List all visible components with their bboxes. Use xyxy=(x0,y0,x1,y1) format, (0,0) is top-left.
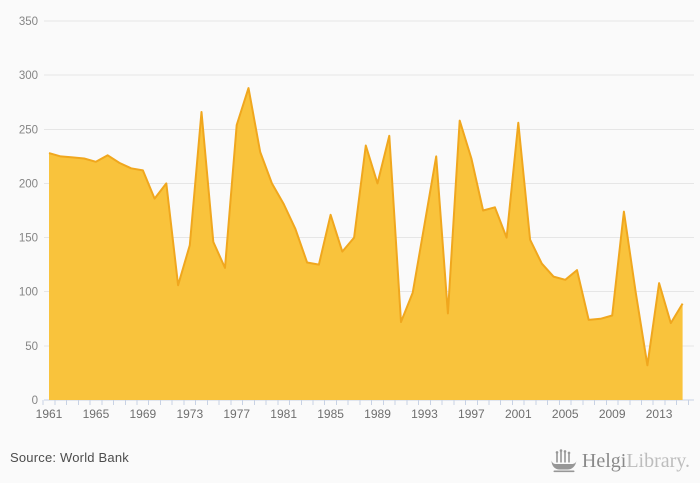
area-series xyxy=(49,88,683,400)
y-axis-label: 350 xyxy=(19,16,38,28)
logo-text-helgi: Helgi xyxy=(581,450,627,472)
logo-text-library: Library. xyxy=(626,450,690,472)
y-axis-label: 150 xyxy=(19,233,38,245)
x-axis-label: 1973 xyxy=(176,407,203,421)
source-label: Source: World Bank xyxy=(10,450,129,465)
x-axis-label: 2009 xyxy=(599,407,626,421)
area-series-line xyxy=(48,87,684,367)
y-axis-label: 200 xyxy=(19,178,38,190)
x-axis-label: 1993 xyxy=(411,407,438,421)
x-axis-label: 1985 xyxy=(317,407,344,421)
y-axis-label: 100 xyxy=(19,287,38,299)
ship-icon xyxy=(551,449,577,473)
x-axis-label: 1969 xyxy=(130,407,157,421)
x-axis-label: 1997 xyxy=(458,407,485,421)
x-axis-label: 1981 xyxy=(270,407,297,421)
x-axis-label: 2001 xyxy=(505,407,532,421)
x-axis-label: 2005 xyxy=(552,407,579,421)
y-axis-label: 0 xyxy=(32,395,38,407)
logo-wordmark: HelgiLibrary. xyxy=(582,446,690,476)
x-axis-label: 1965 xyxy=(83,407,110,421)
y-axis-label: 250 xyxy=(19,124,38,136)
x-axis-label: 1989 xyxy=(364,407,391,421)
area-chart: 0 50 100 150 200 250 300 350 1961 1965 1969 1973 197… xyxy=(19,16,694,421)
helgi-library-logo[interactable]: HelgiLibrary. xyxy=(551,446,690,476)
x-axis-label: 2013 xyxy=(646,407,673,421)
y-axis-label: 50 xyxy=(25,341,38,353)
y-axis-label: 300 xyxy=(19,70,38,82)
x-axis-label: 1977 xyxy=(223,407,250,421)
x-axis-label: 1961 xyxy=(36,407,63,421)
